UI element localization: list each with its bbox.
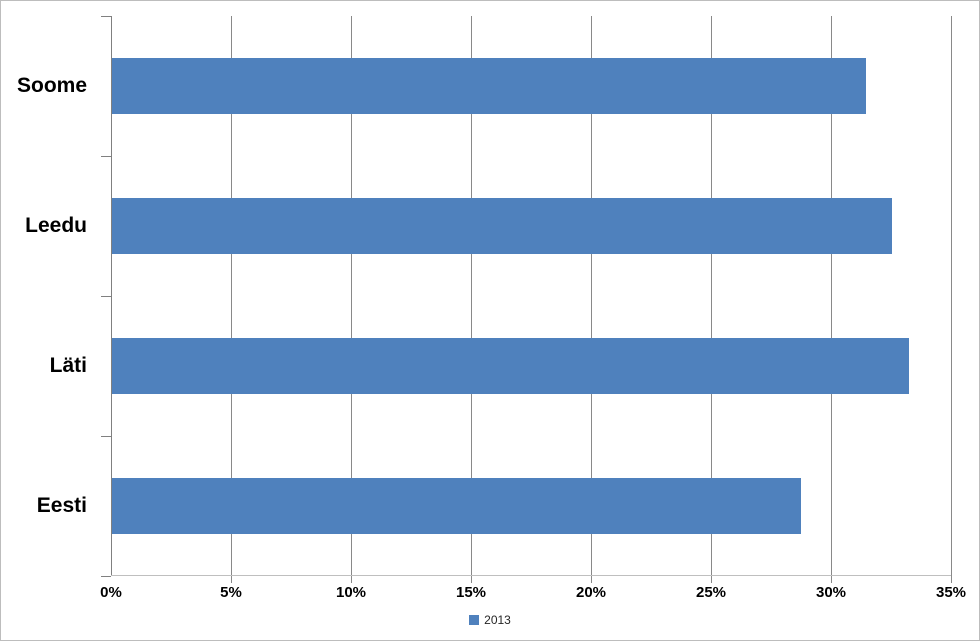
value-tick-label: 20% <box>575 584 607 601</box>
value-tick-label: 30% <box>815 584 847 601</box>
gridline <box>831 16 832 583</box>
bar-row <box>111 156 951 296</box>
category-tick <box>101 296 111 297</box>
gridline <box>951 16 952 583</box>
gridline <box>471 16 472 583</box>
bar-row <box>111 436 951 576</box>
value-tick-label: 5% <box>220 584 242 601</box>
value-tick-label: 25% <box>695 584 727 601</box>
category-label-läti: Läti <box>49 354 87 377</box>
category-label-leedu: Leedu <box>25 214 87 237</box>
category-axis-line <box>111 16 112 576</box>
gridline <box>711 16 712 583</box>
category-label-eesti: Eesti <box>36 494 87 517</box>
category-tick <box>101 16 111 17</box>
legend-label: 2013 <box>484 613 511 627</box>
value-tick-label: 0% <box>100 584 122 601</box>
gridline <box>231 16 232 583</box>
bar-läti <box>112 338 909 394</box>
category-tick <box>101 436 111 437</box>
legend-swatch-icon <box>469 615 480 625</box>
value-tick-label: 15% <box>455 584 487 601</box>
bar-row <box>111 16 951 156</box>
gridline <box>591 16 592 583</box>
bar-row <box>111 296 951 436</box>
gridline <box>351 16 352 583</box>
legend: 2013 <box>1 610 979 630</box>
plot-area <box>101 16 952 583</box>
category-tick <box>101 156 111 157</box>
bar-soome <box>112 58 866 114</box>
value-axis-line <box>111 575 951 576</box>
value-tick-label: 35% <box>935 584 967 601</box>
bar-leedu <box>112 198 892 254</box>
category-label-soome: Soome <box>16 74 87 97</box>
category-tick <box>101 576 111 577</box>
value-tick-label: 10% <box>335 584 367 601</box>
bar-eesti <box>112 478 801 534</box>
